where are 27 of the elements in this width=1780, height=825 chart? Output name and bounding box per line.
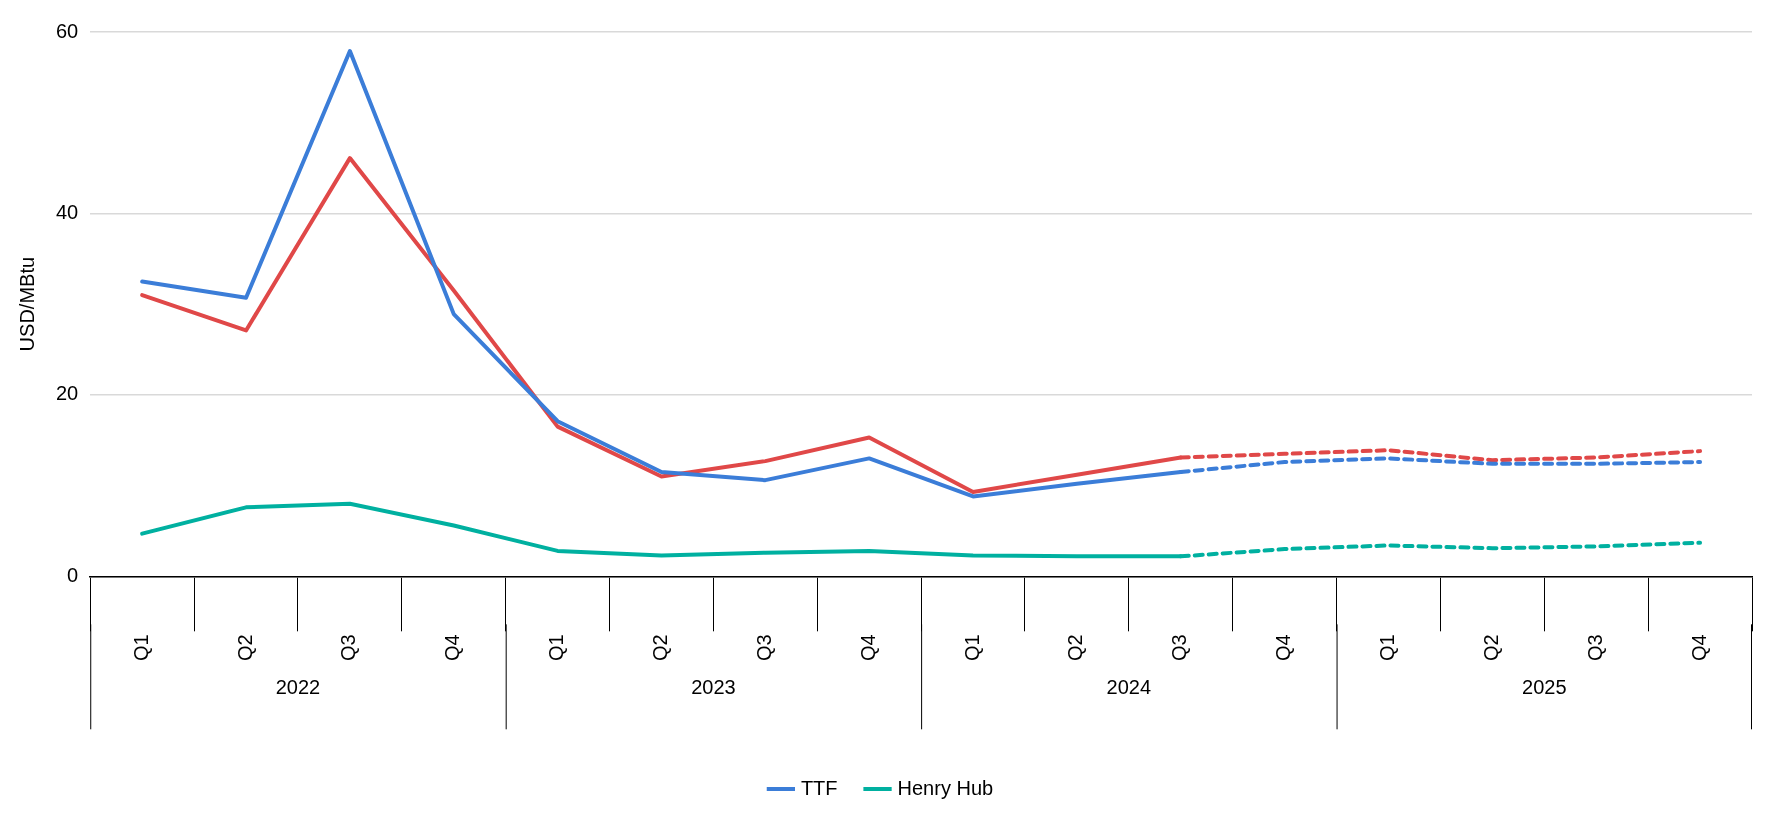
x-tick-label: Q1 xyxy=(129,634,152,662)
x-tick-label: Q3 xyxy=(752,634,775,662)
text: 2023 xyxy=(691,675,736,698)
x-tick-label: Q1 xyxy=(960,634,983,662)
y-axis-title: USD/MBtu xyxy=(15,256,38,352)
x-tick-label: Q1 xyxy=(545,634,568,662)
y-tick-label: 20 xyxy=(56,382,79,405)
x-tick-label: Q2 xyxy=(648,634,671,662)
text: 2025 xyxy=(1522,675,1567,698)
x-tick-label: Q2 xyxy=(1064,634,1087,662)
text: 2024 xyxy=(1106,675,1152,698)
x-tick-label: Q1 xyxy=(1376,634,1399,662)
x-tick-label: Q4 xyxy=(441,634,464,662)
legend-label: TTF xyxy=(800,776,838,799)
x-tick-label: Q2 xyxy=(1479,634,1502,662)
text: 2022 xyxy=(275,675,321,698)
x-tick-label: Q4 xyxy=(1687,634,1710,662)
x-tick-label: Q3 xyxy=(1168,634,1191,662)
legend-label: Henry Hub xyxy=(897,776,994,799)
y-tick-label: 40 xyxy=(56,200,79,223)
y-tick-label: 0 xyxy=(67,563,79,586)
x-tick-label: Q4 xyxy=(1272,634,1295,662)
x-tick-label: Q3 xyxy=(1583,634,1606,662)
x-tick-label: Q3 xyxy=(337,634,360,662)
y-tick-label: 60 xyxy=(56,19,79,42)
x-tick-label: Q4 xyxy=(856,634,879,662)
x-tick-label: Q2 xyxy=(233,634,256,662)
